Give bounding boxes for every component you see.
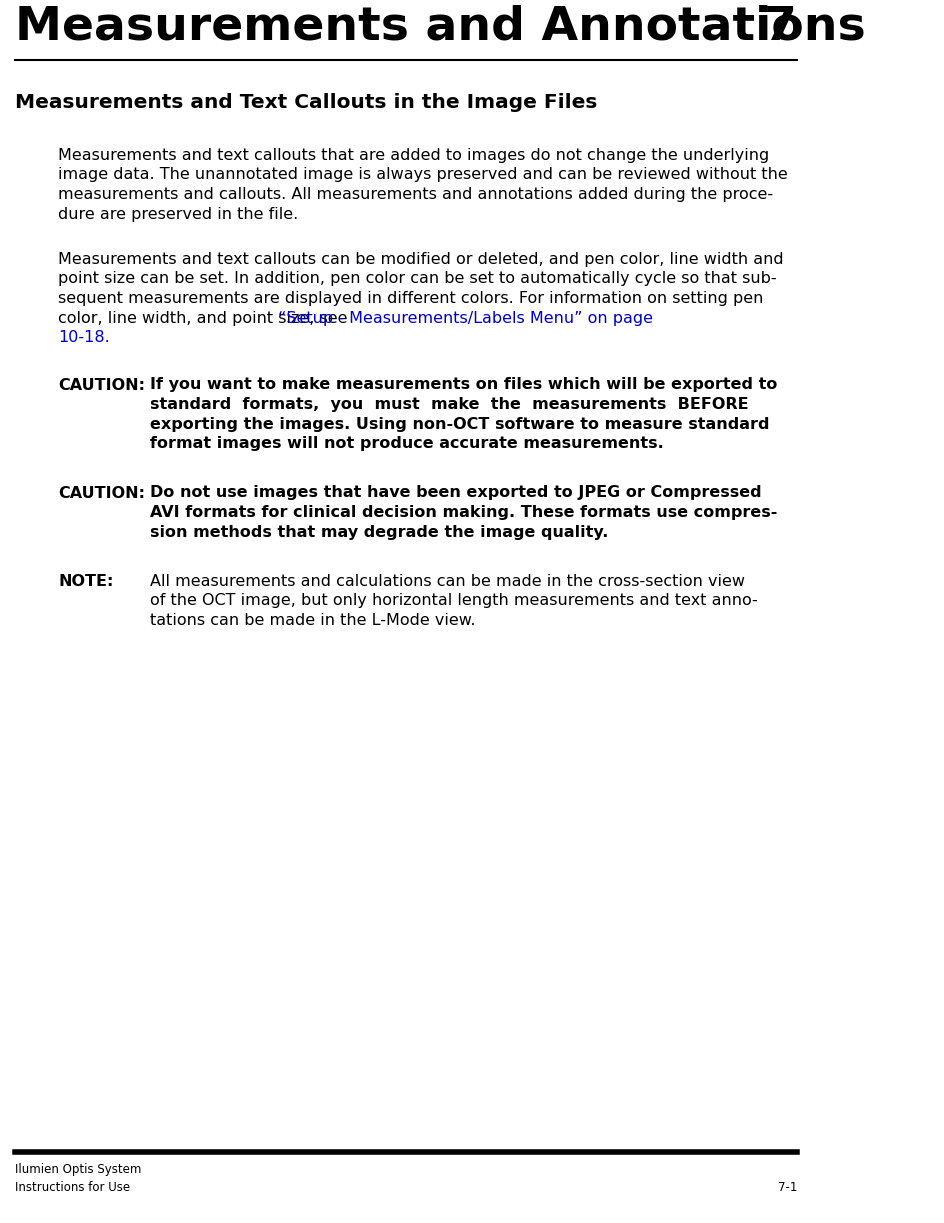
Text: NOTE:: NOTE:	[59, 574, 113, 589]
Text: format images will not produce accurate measurements.: format images will not produce accurate …	[150, 437, 664, 451]
Text: of the OCT image, but only horizontal length measurements and text anno-: of the OCT image, but only horizontal le…	[150, 593, 757, 609]
Text: Measurements and Annotations: Measurements and Annotations	[15, 5, 866, 50]
Text: standard  formats,  you  must  make  the  measurements  BEFORE: standard formats, you must make the meas…	[150, 397, 749, 412]
Text: sion methods that may degrade the image quality.: sion methods that may degrade the image …	[150, 525, 608, 539]
Text: point size can be set. In addition, pen color can be set to automatically cycle : point size can be set. In addition, pen …	[59, 272, 776, 286]
Text: exporting the images. Using non-OCT software to measure standard: exporting the images. Using non-OCT soft…	[150, 417, 769, 432]
Text: All measurements and calculations can be made in the cross-section view: All measurements and calculations can be…	[150, 574, 745, 589]
Text: dure are preserved in the file.: dure are preserved in the file.	[59, 207, 298, 221]
Text: measurements and callouts. All measurements and annotations added during the pro: measurements and callouts. All measureme…	[59, 187, 773, 202]
Text: color, line width, and point size, see: color, line width, and point size, see	[59, 311, 353, 325]
Text: Ilumien Optis System: Ilumien Optis System	[15, 1163, 142, 1177]
Text: If you want to make measurements on files which will be exported to: If you want to make measurements on file…	[150, 378, 777, 393]
Text: 7-1: 7-1	[777, 1181, 797, 1194]
Text: Measurements and text callouts that are added to images do not change the underl: Measurements and text callouts that are …	[59, 148, 769, 163]
Text: 10-18.: 10-18.	[59, 330, 110, 345]
Text: Do not use images that have been exported to JPEG or Compressed: Do not use images that have been exporte…	[150, 486, 761, 500]
Text: 7: 7	[764, 5, 797, 50]
Text: “Setup - Measurements/Labels Menu” on page: “Setup - Measurements/Labels Menu” on pa…	[278, 311, 652, 325]
Text: AVI formats for clinical decision making. These formats use compres-: AVI formats for clinical decision making…	[150, 505, 777, 520]
Text: sequent measurements are displayed in different colors. For information on setti: sequent measurements are displayed in di…	[59, 291, 763, 306]
Text: CAUTION:: CAUTION:	[59, 486, 145, 500]
Text: tations can be made in the L-Mode view.: tations can be made in the L-Mode view.	[150, 613, 476, 627]
Text: CAUTION:: CAUTION:	[59, 378, 145, 393]
Text: Instructions for Use: Instructions for Use	[15, 1181, 130, 1194]
Text: Measurements and text callouts can be modified or deleted, and pen color, line w: Measurements and text callouts can be mo…	[59, 252, 784, 267]
Text: image data. The unannotated image is always preserved and can be reviewed withou: image data. The unannotated image is alw…	[59, 168, 787, 182]
Text: Measurements and Text Callouts in the Image Files: Measurements and Text Callouts in the Im…	[15, 93, 598, 113]
